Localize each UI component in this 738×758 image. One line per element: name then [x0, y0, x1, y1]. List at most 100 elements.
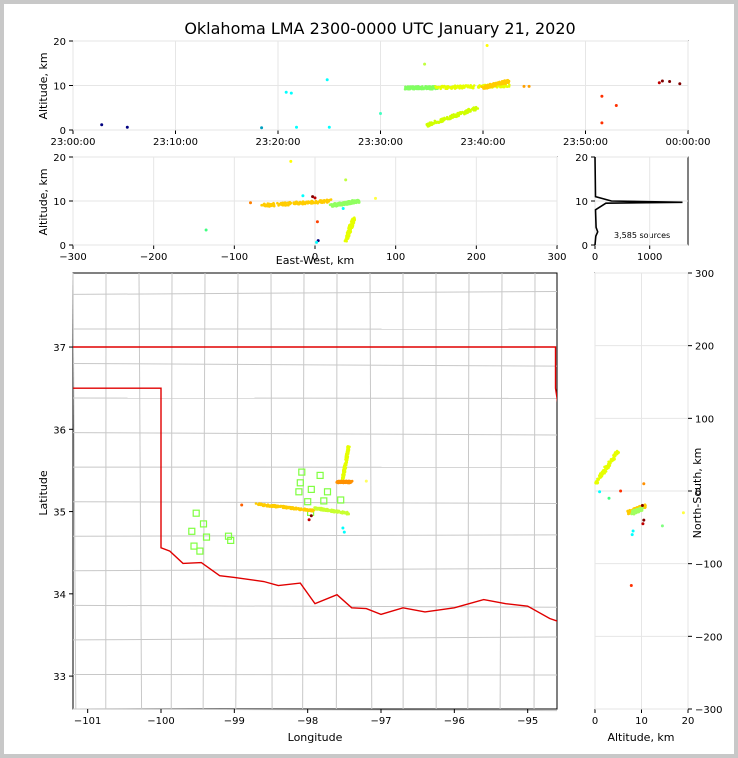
plan-view-cluster-point [347, 445, 351, 449]
county-map [72, 272, 558, 712]
plan-view-point [240, 503, 244, 507]
time-height-x-tick-label: 23:40:00 [461, 137, 506, 148]
plan-view-y-tick-label: 35 [53, 508, 66, 519]
time-height-cluster-point [437, 121, 441, 124]
time-height-cluster-point [447, 117, 450, 120]
ns-height-cluster-point [634, 510, 638, 513]
ns-height-cluster-point [640, 509, 644, 512]
ns-height-point [640, 504, 644, 507]
time-height-cluster-point [502, 80, 506, 84]
ew-height-cluster-point [287, 203, 290, 207]
lma-station-marker [190, 542, 198, 550]
figure-canvas: Oklahoma LMA 2300-0000 UTC January 21, 2… [37, 19, 722, 744]
time-height-x-tick-label: 23:20:00 [256, 137, 301, 148]
ew-height-cluster-point [346, 232, 349, 235]
time-height-cluster-point [424, 86, 428, 89]
time-height-cluster-point [476, 85, 480, 89]
plan-view-cluster-point [321, 507, 324, 511]
plan-view-x-tick-label: −99 [224, 716, 245, 727]
time-height-x-tick-label: 00:00:00 [666, 137, 711, 148]
ew-height-x-tick-label: 300 [547, 252, 566, 263]
lma-station-marker [224, 532, 233, 540]
time-height-cluster-point [498, 81, 501, 85]
ew-height-cluster-point [317, 200, 320, 204]
plan-view-x-tick-label: −95 [517, 716, 538, 727]
county-line [72, 290, 558, 295]
ns-height-xlabel: Altitude, km [607, 731, 674, 744]
plan-view-cluster-point [319, 507, 322, 511]
county-line [499, 272, 503, 710]
plan-view-cluster-point [342, 511, 345, 514]
county-line [369, 272, 373, 710]
time-height-cluster-point [491, 82, 495, 86]
ew-height-cluster-point [347, 227, 350, 230]
plan-view-cluster-point [344, 453, 348, 457]
ns-height-point [607, 496, 611, 500]
ew-height-cluster-point [268, 203, 272, 206]
ew-height-cluster-point [355, 199, 359, 202]
ew-height-x-tick-label: 0 [312, 252, 318, 263]
plan-view-ylabel: Latitude [37, 470, 50, 516]
time-height-point [668, 80, 672, 83]
ew-height-cluster-point [341, 203, 345, 206]
time-height-point [600, 121, 604, 125]
lma-station-marker [227, 536, 235, 545]
ew-height-cluster-point [284, 201, 287, 204]
ns-height-y-tick-label: −200 [695, 632, 722, 643]
ew-height-cluster-point [329, 198, 333, 201]
plan-view-cluster-point [330, 509, 334, 513]
ns-height-cluster-point [630, 511, 634, 515]
time-height-cluster-point [463, 86, 466, 89]
plan-view-cluster-point [343, 464, 347, 467]
ns-height-x-tick-label: 10 [635, 716, 648, 727]
ew-height-cluster-point [292, 202, 296, 206]
plan-view-cluster-point [347, 481, 351, 485]
time-height-point [657, 81, 661, 85]
lma-station-marker [188, 527, 196, 535]
ns-height-point [660, 524, 664, 528]
histogram-y-tick-label: 10 [575, 197, 588, 208]
plan-view-cluster-point [256, 503, 260, 506]
time-height-cluster-point [406, 85, 410, 88]
time-height-cluster-point [507, 79, 511, 83]
ew-height-cluster-point [349, 228, 352, 231]
ew-height-cluster-point [272, 204, 276, 208]
ns-height-y-tick-label: −100 [695, 560, 722, 571]
time-height-cluster-point [458, 85, 461, 89]
plan-view-x-tick-label: −101 [74, 716, 101, 727]
ew-height-cluster-point [347, 201, 351, 205]
time-height-point [527, 84, 531, 88]
ew-height-point [301, 194, 305, 198]
ns-height-point [641, 522, 645, 526]
time-height-point [260, 126, 264, 130]
ns-height-point [630, 533, 634, 537]
county-line [72, 362, 558, 367]
plan-view-y-tick-label: 37 [53, 343, 66, 354]
time-height-x-tick-label: 23:10:00 [153, 137, 198, 148]
ew-height-cluster-point [345, 200, 349, 204]
ew-height-cluster-point [357, 200, 361, 204]
time-height-cluster-point [453, 87, 457, 90]
plan-view-cluster-point [341, 474, 345, 477]
ew-height-cluster-point [320, 201, 324, 204]
ew-height-cluster-point [327, 200, 331, 203]
plan-view-x-tick-label: −96 [444, 716, 465, 727]
time-height-cluster-point [464, 110, 467, 113]
time-height-cluster-point [472, 107, 476, 110]
lma-station-marker [202, 533, 211, 541]
ew-height-cluster-point [276, 201, 279, 205]
lma-station-marker [337, 496, 345, 504]
plan-view-xlabel: Longitude [288, 731, 343, 744]
plan-view-cluster-point [344, 456, 348, 460]
ns-height-cluster-point [609, 461, 612, 465]
ns-height-x-tick-label: 20 [682, 716, 695, 727]
ew-height-cluster-point [279, 203, 282, 206]
figure-frame: Oklahoma LMA 2300-0000 UTC January 21, 2… [4, 4, 734, 754]
plan-view-cluster-point [340, 480, 343, 484]
ew-height-point [289, 159, 293, 163]
ew-height-cluster-point [309, 201, 313, 204]
ew-height-point [204, 228, 208, 232]
ns-height-y-tick-label: −300 [695, 705, 722, 716]
ns-height-cluster-point [633, 511, 636, 515]
time-height-cluster-point [507, 85, 511, 88]
